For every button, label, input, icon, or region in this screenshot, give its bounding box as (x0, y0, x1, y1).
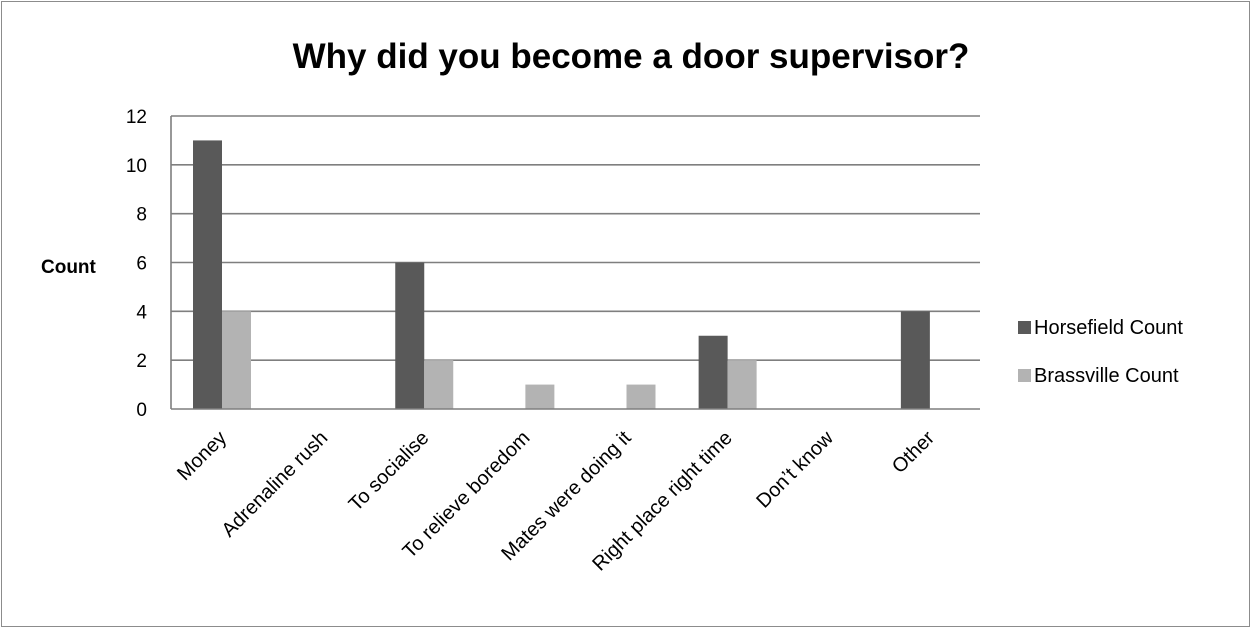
legend-swatch (1018, 321, 1031, 334)
bar (727, 360, 757, 409)
y-tick-label: 12 (126, 107, 147, 128)
bar (698, 335, 728, 409)
bar (626, 384, 656, 409)
x-tick-label: Money (173, 427, 231, 485)
y-axis-label: Count (41, 257, 97, 278)
bar (193, 140, 222, 409)
bar (395, 262, 425, 409)
bar (424, 360, 454, 409)
legend-label: Brassville Count (1034, 365, 1179, 387)
gridlines (171, 115, 980, 361)
x-tick-label: To socialise (345, 427, 434, 516)
x-tick-label: Don’t know (752, 427, 838, 513)
legend: Horsefield Count Brassville Count (1018, 317, 1183, 387)
axes (170, 116, 980, 410)
bar (525, 384, 555, 409)
chart-title: Why did you become a door supervisor? (293, 37, 970, 76)
legend-swatch (1018, 369, 1031, 382)
x-tick-label: Other (888, 427, 939, 478)
y-tick-labels: 0 2 4 6 8 10 12 (126, 107, 148, 421)
bars (193, 140, 930, 409)
x-tick-label: Adrenaline rush (218, 427, 333, 542)
bar (900, 311, 930, 409)
y-tick-label: 10 (126, 156, 147, 177)
y-tick-label: 4 (136, 302, 147, 323)
y-tick-label: 2 (136, 351, 147, 372)
legend-label: Horsefield Count (1034, 317, 1183, 339)
y-tick-label: 0 (136, 400, 147, 421)
bar (222, 311, 251, 409)
y-tick-label: 8 (136, 205, 147, 226)
y-tick-label: 6 (136, 254, 147, 275)
